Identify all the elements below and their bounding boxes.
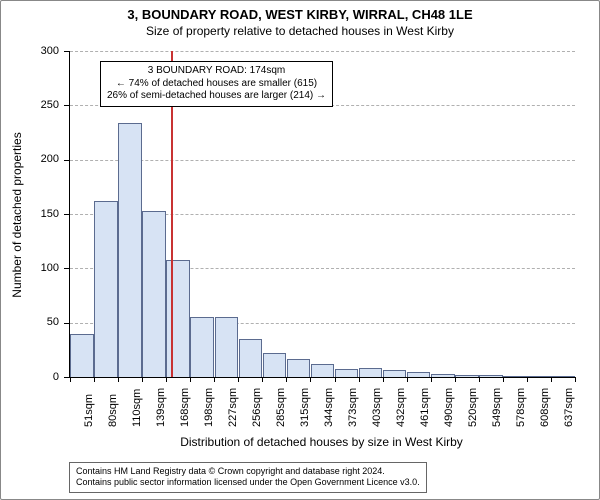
annotation-line-3: 26% of semi-detached houses are larger (…: [107, 90, 326, 103]
x-tick-label: 549sqm: [491, 388, 503, 427]
x-tick-mark: [142, 377, 143, 382]
x-tick-label: 285sqm: [275, 388, 287, 427]
x-tick-label: 80sqm: [107, 394, 119, 427]
x-tick-mark: [551, 377, 552, 382]
histogram-bar: [287, 359, 311, 377]
y-tick-mark: [64, 105, 69, 106]
gridline: [70, 160, 575, 161]
histogram-bar: [479, 375, 503, 377]
x-tick-mark: [262, 377, 263, 382]
y-tick-mark: [64, 323, 69, 324]
histogram-bar: [407, 372, 431, 377]
x-tick-label: 461sqm: [419, 388, 431, 427]
x-axis-label: Distribution of detached houses by size …: [69, 435, 574, 449]
x-tick-mark: [455, 377, 456, 382]
y-tick-label: 50: [19, 316, 59, 328]
x-tick-label: 520sqm: [467, 388, 479, 427]
gridline: [70, 51, 575, 52]
x-tick-mark: [238, 377, 239, 382]
histogram-bar: [215, 317, 239, 377]
x-tick-mark: [503, 377, 504, 382]
histogram-bar: [359, 368, 383, 377]
histogram-bar: [311, 364, 335, 377]
copyright-notice: Contains HM Land Registry data © Crown c…: [69, 462, 427, 493]
y-tick-mark: [64, 160, 69, 161]
histogram-bar: [166, 260, 190, 377]
x-tick-label: 139sqm: [155, 388, 167, 427]
x-tick-label: 256sqm: [251, 388, 263, 427]
x-tick-label: 490sqm: [443, 388, 455, 427]
y-tick-mark: [64, 377, 69, 378]
histogram-bar: [335, 369, 359, 377]
x-tick-label: 578sqm: [515, 388, 527, 427]
histogram-bar: [94, 201, 118, 377]
plot-area: 3 BOUNDARY ROAD: 174sqm← 74% of detached…: [69, 51, 575, 378]
x-tick-mark: [70, 377, 71, 382]
x-tick-label: 637sqm: [563, 388, 575, 427]
y-tick-label: 300: [19, 45, 59, 57]
copyright-line-1: Contains HM Land Registry data © Crown c…: [76, 466, 420, 478]
x-tick-mark: [479, 377, 480, 382]
chart-container: 3, BOUNDARY ROAD, WEST KIRBY, WIRRAL, CH…: [0, 0, 600, 500]
x-tick-mark: [575, 377, 576, 382]
y-tick-label: 100: [19, 262, 59, 274]
x-tick-mark: [407, 377, 408, 382]
x-tick-label: 432sqm: [395, 388, 407, 427]
y-tick-mark: [64, 214, 69, 215]
page-title: 3, BOUNDARY ROAD, WEST KIRBY, WIRRAL, CH…: [1, 7, 599, 22]
page-subtitle: Size of property relative to detached ho…: [1, 24, 599, 38]
x-tick-mark: [383, 377, 384, 382]
x-tick-mark: [190, 377, 191, 382]
histogram-bar: [455, 375, 479, 377]
histogram-bar: [551, 376, 575, 377]
x-tick-mark: [214, 377, 215, 382]
x-tick-label: 344sqm: [323, 388, 335, 427]
histogram-bar: [118, 123, 142, 377]
annotation-line-1: 3 BOUNDARY ROAD: 174sqm: [107, 65, 326, 78]
histogram-bar: [527, 376, 551, 377]
x-tick-label: 227sqm: [227, 388, 239, 427]
x-tick-mark: [359, 377, 360, 382]
y-tick-label: 0: [19, 371, 59, 383]
histogram-bar: [503, 376, 527, 377]
x-tick-mark: [286, 377, 287, 382]
x-tick-mark: [431, 377, 432, 382]
x-tick-label: 168sqm: [179, 388, 191, 427]
x-tick-mark: [335, 377, 336, 382]
x-tick-label: 198sqm: [203, 388, 215, 427]
copyright-line-2: Contains public sector information licen…: [76, 477, 420, 489]
histogram-bar: [70, 334, 94, 377]
histogram-bar: [383, 370, 407, 377]
x-tick-mark: [310, 377, 311, 382]
x-tick-mark: [527, 377, 528, 382]
histogram-bar: [190, 317, 214, 377]
x-tick-label: 373sqm: [347, 388, 359, 427]
y-tick-label: 200: [19, 153, 59, 165]
y-tick-label: 250: [19, 99, 59, 111]
histogram-bar: [263, 353, 287, 377]
annotation-box: 3 BOUNDARY ROAD: 174sqm← 74% of detached…: [100, 61, 333, 107]
annotation-line-2: ← 74% of detached houses are smaller (61…: [107, 78, 326, 91]
histogram-bar: [431, 374, 455, 377]
histogram-bar: [142, 211, 166, 377]
x-tick-label: 608sqm: [539, 388, 551, 427]
x-tick-label: 51sqm: [83, 394, 95, 427]
y-tick-mark: [64, 51, 69, 52]
x-tick-mark: [94, 377, 95, 382]
x-tick-label: 403sqm: [371, 388, 383, 427]
histogram-bar: [239, 339, 263, 377]
y-tick-mark: [64, 268, 69, 269]
x-tick-mark: [166, 377, 167, 382]
x-tick-label: 110sqm: [131, 389, 143, 427]
x-tick-label: 315sqm: [299, 388, 311, 427]
y-tick-label: 150: [19, 208, 59, 220]
x-tick-mark: [118, 377, 119, 382]
